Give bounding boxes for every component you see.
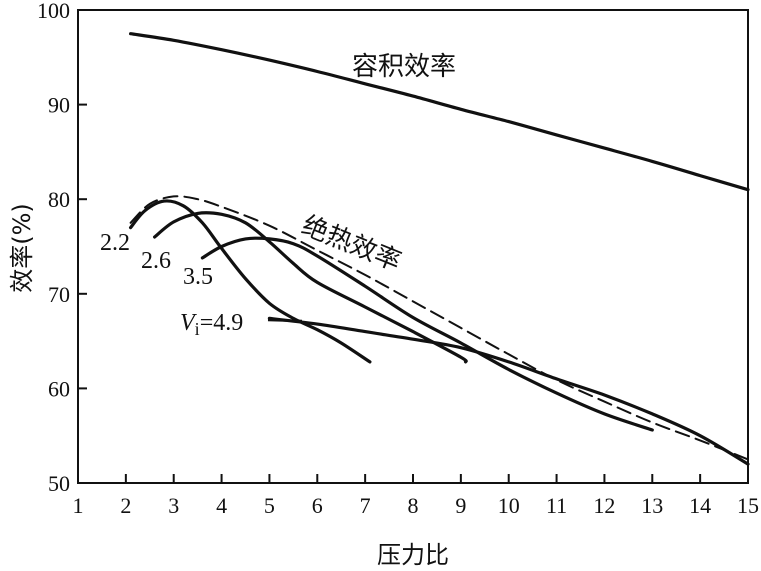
- label-2-2: 2.2: [100, 230, 130, 256]
- series-line-0: [129, 32, 750, 192]
- x-axis-label: 压力比: [377, 541, 449, 569]
- x-tick-label: 13: [641, 493, 663, 518]
- x-tick-label: 10: [498, 493, 520, 518]
- series-group: [129, 32, 750, 466]
- x-tick-label: 15: [737, 493, 759, 518]
- label-3-5: 3.5: [183, 264, 213, 290]
- y-tick-label: 80: [48, 187, 70, 212]
- x-tick-label: 14: [689, 493, 711, 518]
- y-axis-ticks: 50 60 70 80 90 100: [37, 0, 87, 496]
- x-tick-label: 7: [360, 493, 371, 518]
- x-tick-label: 2: [120, 493, 131, 518]
- y-axis-label: 效率(%): [8, 203, 36, 293]
- y-tick-label: 50: [48, 471, 70, 496]
- x-tick-label: 11: [546, 493, 567, 518]
- label-2-6: 2.6: [141, 248, 171, 274]
- x-tick-label: 9: [455, 493, 466, 518]
- series-line-1: [129, 195, 749, 461]
- label-volumetric: 容积效率: [352, 52, 456, 82]
- label-vi-subscript: i: [195, 319, 200, 339]
- series-line-3: [153, 211, 468, 364]
- x-tick-label: 3: [168, 493, 179, 518]
- x-tick-label: 1: [73, 493, 84, 518]
- x-tick-label: 12: [593, 493, 615, 518]
- y-tick-label: 100: [37, 0, 70, 23]
- y-tick-label: 90: [48, 93, 70, 118]
- x-tick-label: 5: [264, 493, 275, 518]
- series-line-4: [200, 236, 654, 432]
- y-tick-label: 70: [48, 282, 70, 307]
- x-tick-label: 4: [216, 493, 227, 518]
- label-vi-4-9: Vi=4.9: [180, 310, 243, 339]
- x-axis-ticks: 1 2 3 4 5 6 7 8 9 10 11 12 13 14 15: [73, 474, 759, 518]
- label-vi-suffix: =4.9: [200, 310, 244, 336]
- x-tick-label: 8: [408, 493, 419, 518]
- series-line-2: [129, 199, 372, 364]
- label-vi-prefix: V: [180, 310, 197, 336]
- y-tick-label: 60: [48, 376, 70, 401]
- series-line-5: [267, 316, 750, 466]
- x-tick-label: 6: [312, 493, 323, 518]
- leader-vi-4-9: [267, 318, 303, 323]
